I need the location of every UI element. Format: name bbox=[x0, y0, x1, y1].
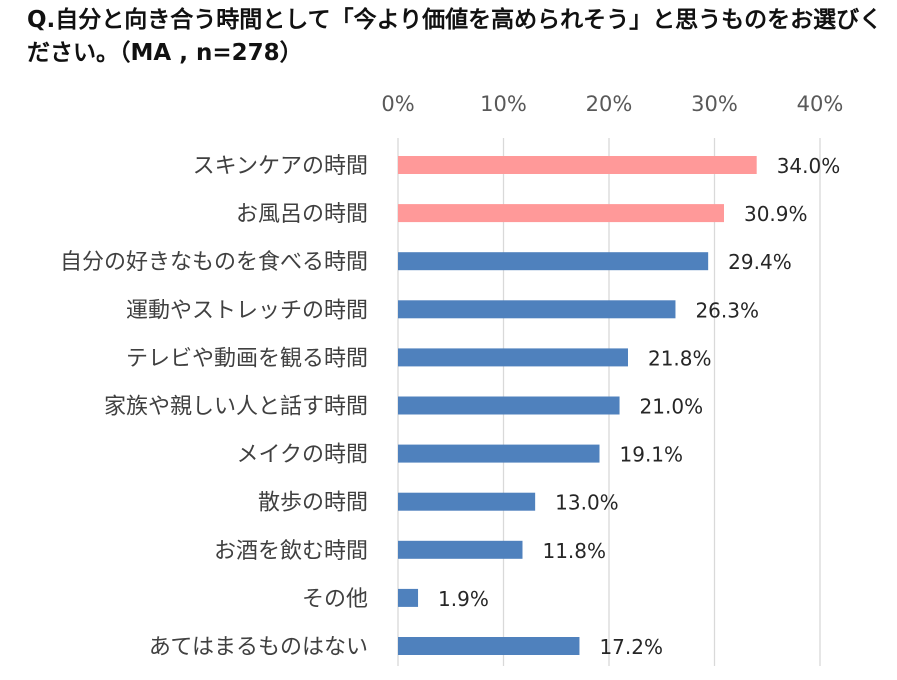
data-label: 29.4% bbox=[728, 250, 792, 274]
category-labels: スキンケアの時間お風呂の時間自分の好きなものを食べる時間運動やストレッチの時間テ… bbox=[60, 154, 368, 660]
x-tick-label: 30% bbox=[691, 92, 738, 116]
category-label: 家族や親しい人と話す時間 bbox=[104, 395, 368, 420]
x-tick-label: 20% bbox=[586, 92, 633, 116]
category-label: お酒を飲む時間 bbox=[214, 539, 368, 564]
data-label: 30.9% bbox=[744, 202, 808, 226]
category-label: テレビや動画を観る時間 bbox=[126, 346, 368, 371]
category-label: スキンケアの時間 bbox=[193, 154, 368, 179]
category-label: メイクの時間 bbox=[236, 443, 368, 468]
data-label: 11.8% bbox=[542, 539, 606, 563]
category-label: 自分の好きなものを食べる時間 bbox=[60, 250, 368, 275]
bar bbox=[398, 492, 536, 511]
bar bbox=[398, 637, 580, 655]
bar bbox=[398, 156, 757, 174]
bar bbox=[398, 540, 523, 559]
x-tick-label: 0% bbox=[381, 92, 414, 116]
data-label: 21.8% bbox=[648, 346, 712, 370]
bars bbox=[398, 156, 757, 655]
data-label: 1.9% bbox=[438, 587, 489, 611]
x-tick-label: 10% bbox=[480, 92, 527, 116]
data-labels: 34.0% 30.9% 29.4% 26.3% 21.8% 21.0% 19.1%13.0%… bbox=[438, 154, 840, 659]
x-axis-ticks: 0% 10% 20% 30% 40% bbox=[381, 92, 843, 116]
category-label: お風呂の時間 bbox=[236, 202, 368, 227]
category-label: 散歩の時間 bbox=[258, 491, 368, 516]
bar bbox=[398, 444, 600, 463]
bar bbox=[398, 396, 620, 415]
data-label: 21.0% bbox=[640, 395, 704, 419]
bar bbox=[398, 204, 724, 223]
data-label: 17.2% bbox=[599, 635, 663, 659]
bar bbox=[398, 300, 676, 319]
data-label: 19.1% bbox=[620, 443, 684, 467]
bar bbox=[398, 348, 628, 367]
chart-title: Q.自分と向き合う時間として「今より価値を高められそう」と思うものをお選びくださ… bbox=[27, 7, 883, 66]
data-label: 13.0% bbox=[555, 491, 619, 515]
data-label: 34.0% bbox=[777, 154, 841, 178]
category-label: その他 bbox=[302, 587, 368, 612]
category-label: あてはまるものはない bbox=[149, 635, 368, 660]
data-label: 26.3% bbox=[695, 298, 759, 322]
x-tick-label: 40% bbox=[797, 92, 844, 116]
bar bbox=[398, 588, 419, 607]
bar bbox=[398, 252, 709, 271]
category-label: 運動やストレッチの時間 bbox=[126, 298, 368, 323]
